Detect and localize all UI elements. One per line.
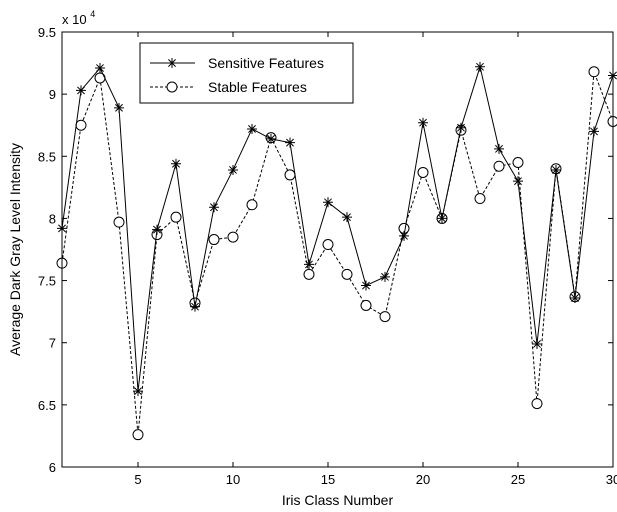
x-axis-label: Iris Class Number (282, 492, 394, 508)
data-point (513, 176, 523, 187)
data-point (247, 123, 257, 134)
data-point (570, 292, 580, 303)
data-point (208, 234, 220, 246)
data-point (399, 230, 409, 241)
data-point (227, 231, 239, 243)
y-tick-label: 9 (49, 87, 56, 102)
axis-ticks: 5 10 15 20 25 30 6 6.5 7 7.5 8 8.5 9 9.5 (38, 25, 617, 487)
data-point (171, 158, 181, 169)
legend: Sensitive Features Stable Features (139, 42, 354, 104)
data-point (323, 197, 333, 208)
legend-marker (167, 58, 177, 68)
data-point (75, 119, 87, 131)
data-point (152, 224, 162, 235)
data-point (551, 164, 561, 175)
y-tick-label: 6.5 (38, 398, 56, 413)
data-point (113, 216, 125, 228)
y-tick-label: 8 (49, 211, 56, 226)
data-point (475, 61, 485, 72)
data-point (322, 239, 334, 251)
series-stable-features (56, 66, 617, 441)
data-point (209, 202, 219, 213)
data-point (493, 160, 505, 172)
x-tick-label: 20 (416, 472, 430, 487)
data-point (360, 299, 372, 311)
data-point (246, 199, 258, 211)
data-point (341, 268, 353, 280)
data-point (342, 212, 352, 223)
data-point (417, 166, 429, 178)
y-tick-label: 8.5 (38, 149, 56, 164)
data-point (532, 338, 542, 349)
y-axis-exponent: x 10 4 (62, 9, 95, 27)
x-tick-label: 30 (606, 472, 617, 487)
data-point (133, 386, 143, 397)
series-sensitive-features (57, 61, 617, 397)
series-line (61, 64, 614, 392)
y-axis-exponent-base: x 10 (62, 12, 87, 27)
data-point (380, 271, 390, 282)
y-axis-label: Average Dark Gray Level Intensity (7, 143, 23, 356)
data-point (304, 259, 314, 270)
data-point (531, 398, 543, 410)
legend-marker (166, 81, 178, 93)
x-tick-label: 25 (511, 472, 525, 487)
data-point (190, 301, 200, 312)
data-point (284, 169, 296, 181)
data-point (303, 268, 315, 280)
data-point (170, 211, 182, 223)
data-point (512, 157, 524, 168)
data-point (418, 117, 428, 128)
data-point (361, 280, 371, 291)
data-point (494, 143, 504, 154)
series-line (61, 71, 614, 435)
x-tick-label: 15 (321, 472, 335, 487)
y-axis-exponent-power: 4 (90, 9, 95, 19)
data-point (76, 85, 86, 96)
x-tick-label: 10 (226, 472, 240, 487)
data-point (95, 63, 105, 74)
data-point (437, 213, 447, 224)
plot-area-frame (61, 31, 614, 468)
y-tick-label: 7.5 (38, 274, 56, 289)
chart-marks (56, 61, 617, 441)
y-tick-label: 9.5 (38, 25, 56, 40)
data-point (285, 137, 295, 148)
data-point (589, 126, 599, 137)
data-point (266, 133, 276, 144)
legend-box (139, 42, 354, 104)
data-point (588, 66, 600, 78)
legend-label: Sensitive Features (208, 55, 324, 71)
data-point (114, 102, 124, 113)
data-point (379, 311, 391, 323)
y-tick-label: 6 (49, 460, 56, 475)
y-tick-label: 7 (49, 336, 56, 351)
data-point (228, 164, 238, 175)
data-point (456, 122, 466, 133)
legend-label: Stable Features (208, 79, 307, 95)
data-point (132, 429, 144, 441)
data-point (474, 193, 486, 205)
x-tick-label: 5 (134, 472, 141, 487)
